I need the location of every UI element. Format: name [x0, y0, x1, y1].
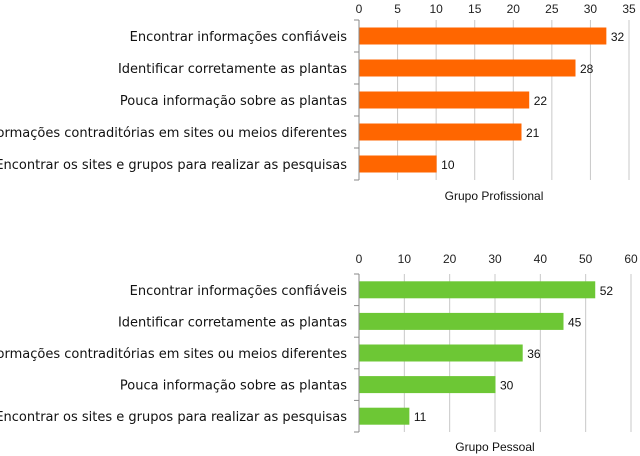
category-label: Identificar corretamente as plantas	[118, 315, 347, 330]
x-tick-label: 15	[468, 2, 482, 16]
data-label: 10	[441, 158, 455, 172]
x-tick-label: 20	[443, 252, 457, 266]
x-tick-label: 40	[534, 252, 548, 266]
x-tick-label: 25	[545, 2, 559, 16]
category-label: Encontrar informações confiáveis	[130, 30, 348, 45]
x-tick-label: 30	[488, 252, 502, 266]
data-label: 21	[526, 126, 540, 140]
data-label: 52	[600, 284, 614, 298]
bar	[359, 59, 576, 77]
data-label: 36	[527, 347, 541, 361]
x-tick-label: 5	[394, 2, 401, 16]
category-label: Informações contraditórias em sites ou m…	[0, 126, 347, 141]
category-label: Informações contraditórias em sites ou m…	[0, 347, 347, 362]
bar	[359, 376, 496, 394]
category-label: Encontrar os sites e grupos para realiza…	[0, 158, 347, 173]
x-tick-label: 50	[579, 252, 593, 266]
bar	[359, 281, 596, 299]
data-label: 30	[500, 379, 514, 393]
bar-chart-grupo-profissional: 0 5 10 15 20 25 30 35 Encontrar informações conf…	[0, 2, 636, 203]
bar	[359, 344, 523, 362]
x-tick-label: 30	[584, 2, 598, 16]
data-label: 11	[414, 410, 427, 424]
category-label: Pouca informação sobre as plantas	[120, 94, 347, 109]
data-label: 22	[534, 94, 548, 108]
x-tick-label: 60	[624, 252, 638, 266]
bar	[359, 312, 564, 330]
bar	[359, 123, 522, 141]
x-tick-label: 20	[507, 2, 521, 16]
data-label: 45	[568, 315, 582, 329]
category-label: Identificar corretamente as plantas	[118, 62, 347, 77]
x-tick-label: 10	[429, 2, 443, 16]
bar-chart-grupo-pessoal: 0 10 20 30 40 50 60 Encontrar informações confi…	[0, 252, 638, 454]
x-tick-label: 35	[622, 2, 636, 16]
category-label: Encontrar os sites e grupos para realiza…	[0, 410, 347, 425]
bar	[359, 407, 410, 425]
chart-grupo-pessoal: 0 10 20 30 40 50 60 Encontrar informações confi…	[0, 250, 640, 456]
x-axis-title: Grupo Profissional	[445, 189, 544, 203]
bar	[359, 27, 607, 45]
data-label: 28	[580, 62, 594, 76]
x-tick-label: 0	[356, 2, 363, 16]
bar	[359, 91, 530, 109]
chart-grupo-profissional: 0 5 10 15 20 25 30 35 Encontrar informações conf…	[0, 0, 640, 210]
x-axis-title: Grupo Pessoal	[455, 440, 534, 454]
category-label: Encontrar informações confiáveis	[130, 284, 348, 299]
bar	[359, 155, 437, 173]
x-tick-label: 10	[398, 252, 412, 266]
x-tick-label: 0	[356, 252, 363, 266]
data-label: 32	[611, 30, 625, 44]
category-label: Pouca informação sobre as plantas	[120, 379, 347, 394]
